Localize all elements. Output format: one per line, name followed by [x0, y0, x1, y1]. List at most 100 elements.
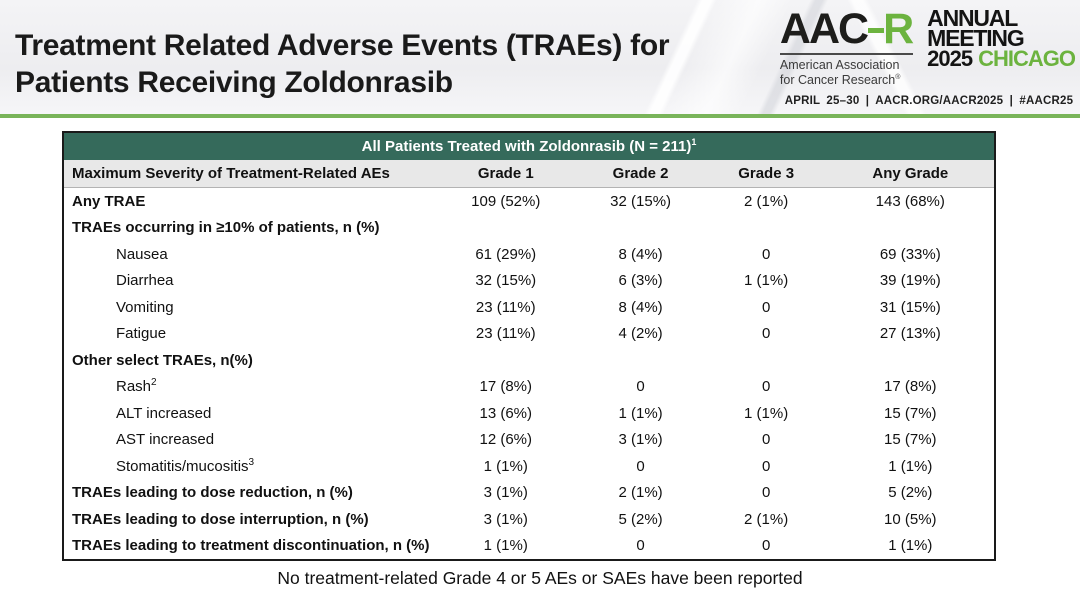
row-value: 0	[636, 457, 645, 475]
row-value: 3 (1%)	[483, 510, 528, 528]
meeting-date-line: APRIL 25–30 | AACR.ORG/AACR2025 | #AACR2…	[784, 94, 1074, 107]
meeting-year-city: 2025 CHICAGO	[927, 46, 1076, 71]
row-label: ALT increased	[116, 404, 212, 422]
table-row: TRAEs occurring in ≥10% of patients, n (…	[64, 215, 994, 242]
table-row: TRAEs leading to treatment discontinuati…	[64, 533, 994, 560]
row-value: 3 (1%)	[483, 484, 528, 502]
row-value: 0	[761, 537, 771, 555]
aacr-logo: AAC R American Association for Cancer Re…	[779, 5, 1076, 107]
aacr-wordmark-block: AAC R American Association for Cancer Re…	[779, 5, 914, 88]
aacr-logo-row: AAC R American Association for Cancer Re…	[779, 5, 1076, 88]
row-value	[706, 215, 827, 242]
association-name: American Association for Cancer Research…	[780, 58, 913, 88]
table-title-footnote: 1	[691, 136, 697, 147]
table-row: Nausea 61 (29%) 8 (4%) 0 69 (33%)	[64, 241, 994, 268]
row-value: 0	[761, 245, 771, 263]
slide-title-line-2: Patients Receiving Zoldonrasib	[15, 66, 453, 99]
row-value: 15 (7%)	[884, 404, 937, 422]
footnote-marker: 2	[151, 377, 157, 389]
header-band: Treatment Related Adverse Events (TRAEs)…	[0, 0, 1080, 114]
row-label: Fatigue	[116, 325, 167, 343]
row-value: 0	[761, 457, 771, 475]
footer-note: No treatment-related Grade 4 or 5 AEs or…	[277, 568, 803, 588]
row-value: 10 (5%)	[884, 510, 937, 528]
row-value: 32 (15%)	[610, 192, 672, 210]
row-value	[436, 347, 576, 374]
row-value: 0	[761, 431, 771, 449]
row-value: 23 (11%)	[475, 298, 536, 316]
row-value: 15 (7%)	[884, 431, 937, 449]
row-value: 1 (1%)	[483, 537, 528, 555]
row-value: 17 (8%)	[884, 378, 937, 396]
row-value: 0	[761, 298, 771, 316]
meeting-wordmark: ANNUAL MEETING 2025 CHICAGO	[927, 5, 1076, 71]
table-row: Fatigue 23 (11%) 4 (2%) 0 27 (13%)	[64, 321, 994, 348]
row-value: 2 (1%)	[618, 484, 663, 502]
row-value	[827, 215, 994, 242]
column-header-grade2: Grade 2	[575, 160, 706, 188]
row-value: 2 (1%)	[744, 192, 789, 210]
table-row: Any TRAE 109 (52%) 32 (15%) 2 (1%) 143 (68%)	[64, 188, 994, 215]
slide-title: Treatment Related Adverse Events (TRAEs)…	[15, 27, 670, 101]
row-value	[706, 347, 827, 374]
aacr-wordmark-prefix: AAC	[779, 5, 869, 53]
row-value: 1 (1%)	[744, 404, 789, 422]
row-label: Vomiting	[116, 298, 174, 316]
table-row: TRAEs leading to dose reduction, n (%) 3 …	[64, 480, 994, 507]
table-row: Vomiting 23 (11%) 8 (4%) 0 31 (15%)	[64, 294, 994, 321]
table-row: Stomatitis/mucositis3 1 (1%) 0 0 1 (1%)	[64, 453, 994, 480]
footnote-marker: 3	[248, 456, 255, 468]
row-value: 31 (15%)	[879, 298, 941, 316]
row-value: 4 (2%)	[618, 325, 663, 343]
row-label: Nausea	[116, 245, 168, 263]
row-value	[576, 215, 706, 242]
row-value: 8 (4%)	[618, 245, 663, 263]
row-label: Rash2	[116, 377, 157, 396]
table-row: Rash2 17 (8%) 0 0 17 (8%)	[64, 374, 994, 401]
row-label: Other select TRAEs, n(%)	[72, 351, 253, 369]
association-line-1: American Association	[779, 58, 900, 72]
table-row: Diarrhea 32 (15%) 6 (3%) 1 (1%) 39 (19%)	[64, 268, 994, 295]
row-value: 39 (19%)	[879, 272, 941, 290]
row-value: 1 (1%)	[483, 457, 528, 475]
column-header-row: Maximum Severity of Treatment-Related AE…	[64, 160, 994, 188]
row-value: 0	[761, 325, 771, 343]
table-row: AST increased 12 (6%) 3 (1%) 0 15 (7%)	[64, 427, 994, 454]
association-line-2: for Cancer Research®	[780, 73, 913, 88]
row-value: 1 (1%)	[618, 404, 663, 422]
row-label: TRAEs leading to dose interruption, n (%…	[72, 510, 369, 528]
row-label: Any TRAE	[72, 192, 146, 210]
row-value: 143 (68%)	[875, 192, 945, 210]
column-header-anygrade: Any Grade	[826, 160, 994, 188]
row-value: 0	[636, 378, 645, 396]
meeting-year: 2025	[927, 46, 973, 71]
row-value	[827, 347, 994, 374]
row-value: 109 (52%)	[471, 192, 541, 210]
table-row: Other select TRAEs, n(%)	[64, 347, 994, 374]
row-value: 27 (13%)	[879, 325, 941, 343]
row-value: 5 (2%)	[618, 510, 663, 528]
row-value: 1 (1%)	[744, 272, 789, 290]
row-value: 5 (2%)	[888, 484, 933, 502]
row-value	[576, 347, 706, 374]
row-value: 0	[761, 378, 771, 396]
row-value: 12 (6%)	[479, 431, 533, 449]
column-header-grade3: Grade 3	[705, 160, 827, 188]
table-title: All Patients Treated with Zoldonrasib (N…	[361, 137, 692, 155]
association-line-2-text: for Cancer Research	[779, 72, 896, 87]
aacr-wordmark-suffix: R	[883, 5, 914, 53]
row-label: Diarrhea	[116, 272, 174, 290]
table-row: ALT increased 13 (6%) 1 (1%) 1 (1%) 15 (7%)	[64, 400, 994, 427]
row-value: 23 (11%)	[475, 325, 536, 343]
table-title-bar: All Patients Treated with Zoldonrasib (N…	[64, 133, 994, 160]
slide-title-line-1: Treatment Related Adverse Events (TRAEs)…	[15, 29, 670, 62]
row-value: 32 (15%)	[475, 272, 537, 290]
meeting-line-annual: ANNUAL	[927, 5, 1018, 31]
row-label: Stomatitis/mucositis3	[116, 456, 255, 475]
trae-table: All Patients Treated with Zoldonrasib (N…	[62, 131, 996, 561]
column-header-grade1: Grade 1	[436, 160, 576, 188]
table-body: Any TRAE 109 (52%) 32 (15%) 2 (1%) 143 (68%)…	[64, 188, 994, 560]
row-value: 1 (1%)	[888, 457, 933, 475]
meeting-line-meeting: MEETING	[927, 25, 1025, 51]
registered-mark: ®	[895, 73, 901, 81]
